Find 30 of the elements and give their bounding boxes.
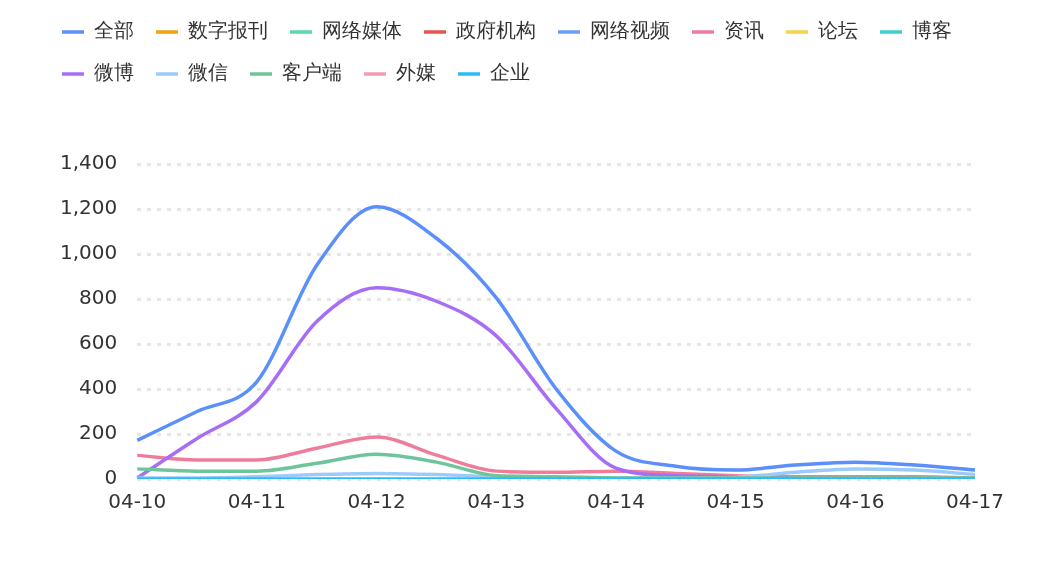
legend-label: 企业	[490, 60, 530, 85]
x-tick-label: 04-15	[706, 489, 765, 514]
legend-label: 数字报刊	[188, 18, 268, 43]
y-tick-label: 1,200	[59, 195, 118, 220]
y-tick-label: 200	[79, 420, 118, 445]
y-tick-label: 800	[79, 285, 118, 310]
legend-label: 资讯	[724, 18, 764, 43]
legend-label: 博客	[912, 18, 952, 43]
line-series	[135, 205, 977, 472]
x-tick-label: 04-12	[347, 489, 406, 514]
x-tick-label: 04-16	[826, 489, 885, 514]
y-tick-label: 1,000	[59, 240, 118, 265]
legend-label: 论坛	[818, 18, 858, 43]
x-tick-label: 04-10	[108, 489, 167, 514]
y-tick-label: 400	[79, 375, 118, 400]
legend-label: 外媒	[396, 60, 436, 85]
legend-label: 政府机构	[456, 18, 536, 43]
x-tick-label: 04-13	[467, 489, 526, 514]
legend-label: 微博	[94, 60, 134, 85]
legend-label: 微信	[188, 60, 228, 85]
x-tick-label: 04-11	[227, 489, 286, 514]
y-tick-label: 1,400	[59, 150, 118, 175]
legend-label: 网络视频	[590, 18, 670, 43]
x-tick-label: 04-17	[945, 489, 1005, 514]
x-tick-label: 04-14	[586, 489, 646, 514]
legend-label: 全部	[94, 18, 134, 43]
y-tick-label: 600	[79, 330, 118, 355]
y-tick-label: 0	[104, 465, 118, 490]
legend-label: 客户端	[282, 60, 342, 85]
legend-label: 网络媒体	[322, 18, 402, 43]
